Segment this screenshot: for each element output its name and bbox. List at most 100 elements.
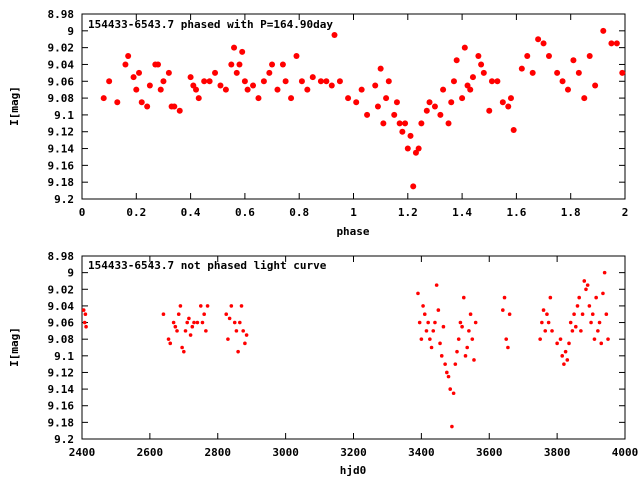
unphased-plot-point <box>419 337 424 341</box>
unphased-plot-ylabel: I[mag] <box>8 327 21 367</box>
unphased-plot-point <box>161 312 166 317</box>
phased-plot-point <box>331 32 338 39</box>
phased-plot-point <box>440 86 447 93</box>
phased-plot-ytick-label: 8.98 <box>48 8 75 21</box>
unphased-plot-point <box>541 308 546 312</box>
unphased-plot-point <box>467 329 471 333</box>
unphased-plot-point <box>602 270 607 275</box>
phased-plot-point <box>193 86 200 93</box>
unphased-plot-point <box>506 345 510 350</box>
unphased-plot-point <box>417 320 422 325</box>
phased-plot-point <box>507 95 514 102</box>
phased-plot-xlabel: phase <box>336 225 369 238</box>
phased-plot-point <box>529 69 536 76</box>
unphased-plot-point <box>200 320 205 325</box>
phased-plot-xtick-label: 2 <box>622 206 629 219</box>
phased-plot-point <box>488 78 495 85</box>
unphased-plot-point <box>599 341 604 346</box>
phased-plot-point <box>233 69 240 76</box>
phased-plot-point <box>380 120 387 127</box>
unphased-plot-point <box>572 312 576 317</box>
phased-plot-point <box>545 53 552 60</box>
phased-plot-point <box>619 69 626 76</box>
unphased-plot-point <box>548 295 553 300</box>
unphased-plot-point <box>190 324 195 329</box>
unphased-plot-xtick-label: 4000 <box>612 446 639 459</box>
unphased-plot-ytick-label: 9.04 <box>48 300 75 313</box>
phased-plot-point <box>250 82 257 89</box>
unphased-plot-point <box>589 320 593 325</box>
phased-plot-point <box>559 78 566 85</box>
phased-plot-xtick-label: 0.4 <box>181 206 201 219</box>
unphased-plot-point <box>560 354 565 358</box>
phased-plot-point <box>586 53 593 60</box>
unphased-plot-point <box>436 308 441 312</box>
unphased-plot-point <box>175 329 179 333</box>
unphased-plot-point <box>438 341 442 346</box>
phased-plot-point <box>328 82 335 89</box>
phased-plot-point <box>399 128 406 135</box>
phased-plot-point <box>467 86 474 93</box>
phased-plot-point <box>274 86 281 93</box>
unphased-plot-ticks: 2400 2600 2800 3000 3200 3400 3600 3800 4000 8.98… <box>48 250 639 459</box>
unphased-plot: 154433-6543.7 not phased light curve hjd… <box>8 250 638 477</box>
unphased-plot-point <box>229 304 234 308</box>
phased-plot-ytick-label: 9.14 <box>48 143 75 156</box>
unphased-plot-point <box>601 291 605 296</box>
unphased-plot-point <box>443 362 447 366</box>
unphased-plot-point <box>226 337 230 341</box>
unphased-plot-xtick-label: 3000 <box>272 446 299 459</box>
phased-plot-ytick-label: 9.1 <box>54 109 74 122</box>
unphased-plot-point <box>168 341 173 346</box>
unphased-plot-point <box>204 329 208 333</box>
unphased-plot-point <box>565 358 570 362</box>
unphased-plot-point <box>434 283 439 287</box>
unphased-plot-point <box>460 324 464 329</box>
unphased-plot-point <box>458 320 463 325</box>
phased-plot-point <box>345 95 352 102</box>
phased-plot-point <box>171 103 178 110</box>
phased-plot-point <box>130 74 137 81</box>
unphased-plot-point <box>468 312 473 317</box>
unphased-plot-point <box>501 308 505 312</box>
phased-plot-point <box>146 82 153 89</box>
phased-plot-point <box>478 61 485 68</box>
phased-plot-point <box>293 53 300 60</box>
unphased-plot-ytick-label: 9.06 <box>48 317 75 330</box>
phased-plot-point <box>241 78 248 85</box>
unphased-plot-point <box>227 316 232 321</box>
phased-plot-point <box>437 111 444 118</box>
unphased-plot-point <box>455 349 459 354</box>
phased-plot-point <box>244 86 251 93</box>
phased-plot-point <box>608 40 615 47</box>
unphased-plot-point <box>195 320 200 325</box>
unphased-plot-ytick-label: 9.08 <box>48 333 75 346</box>
phased-plot-ytick-label: 9.04 <box>48 58 75 71</box>
unphased-plot-point <box>546 320 551 325</box>
unphased-plot-point <box>446 374 451 379</box>
unphased-plot-ytick-label: 8.98 <box>48 250 75 263</box>
phased-plot-point <box>385 78 392 85</box>
phased-plot-point <box>499 99 506 106</box>
phased-plot-point <box>415 145 422 152</box>
phased-plot-point <box>570 57 577 64</box>
phased-plot-point <box>391 111 398 118</box>
unphased-plot-ytick-label: 9.1 <box>54 350 74 363</box>
phased-plot-point <box>133 86 140 93</box>
unphased-plot-xtick-label: 2400 <box>69 446 96 459</box>
unphased-plot-point <box>188 333 193 337</box>
unphased-plot-point <box>463 354 468 358</box>
unphased-plot-ytick-label: 9 <box>67 267 74 280</box>
phased-plot-point <box>418 120 425 127</box>
phased-plot-point <box>212 69 219 76</box>
phased-plot-point <box>195 95 202 102</box>
phased-plot-point <box>282 78 289 85</box>
unphased-plot-point <box>173 324 178 329</box>
unphased-plot-point <box>582 279 587 283</box>
phased-plot: 154433-6543.7 phased with P=164.90day ph… <box>8 8 628 238</box>
phased-plot-point <box>402 120 409 127</box>
phased-plot-point <box>410 183 417 190</box>
phased-plot-point <box>494 78 501 85</box>
phased-plot-point <box>374 103 381 110</box>
unphased-plot-point <box>562 362 566 366</box>
